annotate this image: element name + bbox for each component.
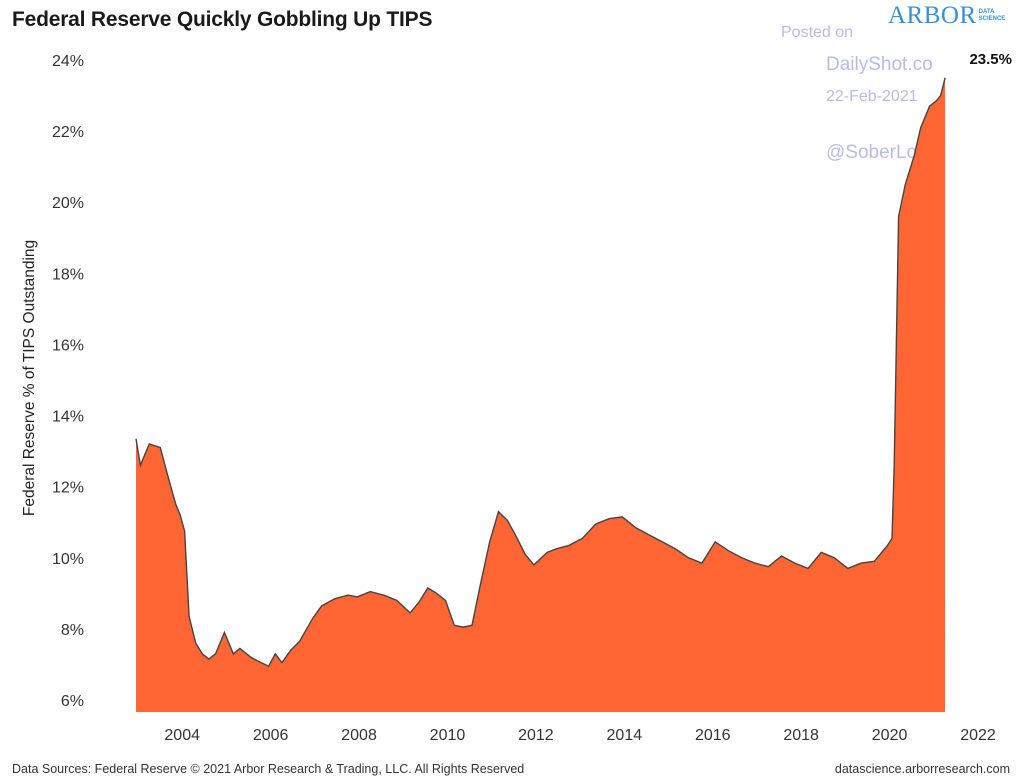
arbor-logo: ARBOR DATA SCIENCE [888,2,1005,30]
y-tick-label: 14% [52,409,84,426]
series-line [135,77,946,668]
y-tick-label: 16% [52,337,84,354]
y-tick-label: 24% [52,53,84,70]
chart-title: Federal Reserve Quickly Gobbling Up TIPS [12,8,433,31]
x-tick-label: 2020 [872,727,908,744]
y-tick-label: 20% [52,195,84,212]
area-chart: 6%8%10%12%14%16%18%20%22%24% 2004 2006 200… [21,51,1012,744]
x-tick-label: 2022 [960,727,996,744]
x-tick-label: 2012 [518,727,554,744]
watermark-site: DailyShot.co [826,54,933,75]
logo-subtitle: DATA SCIENCE [979,9,1006,23]
series-layer [135,77,946,713]
area-fill [136,77,946,713]
watermark-date: 22-Feb-2021 [826,88,918,105]
footer-url: datascience.arborresearch.com [834,762,1010,776]
footer-source: Data Sources: Federal Reserve © 2021 Arb… [12,762,525,776]
logo-wordmark: ARBOR [888,2,977,29]
x-axis-ticks: 2004 2006 2008 2010 2012 2014 2016 2018 2020 2022 [164,727,995,744]
y-tick-label: 12% [52,480,84,497]
x-tick-label: 2008 [341,727,377,744]
x-tick-label: 2004 [164,727,200,744]
y-axis-label: Federal Reserve % of TIPS Outstanding [21,240,38,516]
x-tick-label: 2018 [783,727,819,744]
y-axis-ticks: 6% 8% 10% 12% 14% 16% 18% 20% 22% 24% [52,53,84,710]
logo-sub-line1: DATA [978,9,995,15]
watermark-posted: Posted on [781,24,854,41]
y-tick-label: 18% [52,266,84,283]
end-value-label: 23.5% [969,51,1012,68]
y-tick-label: 6% [61,693,84,710]
y-tick-label: 10% [52,551,84,568]
y-tick-label: 22% [52,124,84,141]
logo-sub-line2: SCIENCE [978,16,1006,22]
x-tick-label: 2006 [253,727,289,744]
x-tick-label: 2010 [430,727,466,744]
watermark-handle: @SoberLook [826,142,938,163]
y-tick-label: 8% [61,622,84,639]
x-tick-label: 2016 [695,727,731,744]
x-tick-label: 2014 [607,727,643,744]
